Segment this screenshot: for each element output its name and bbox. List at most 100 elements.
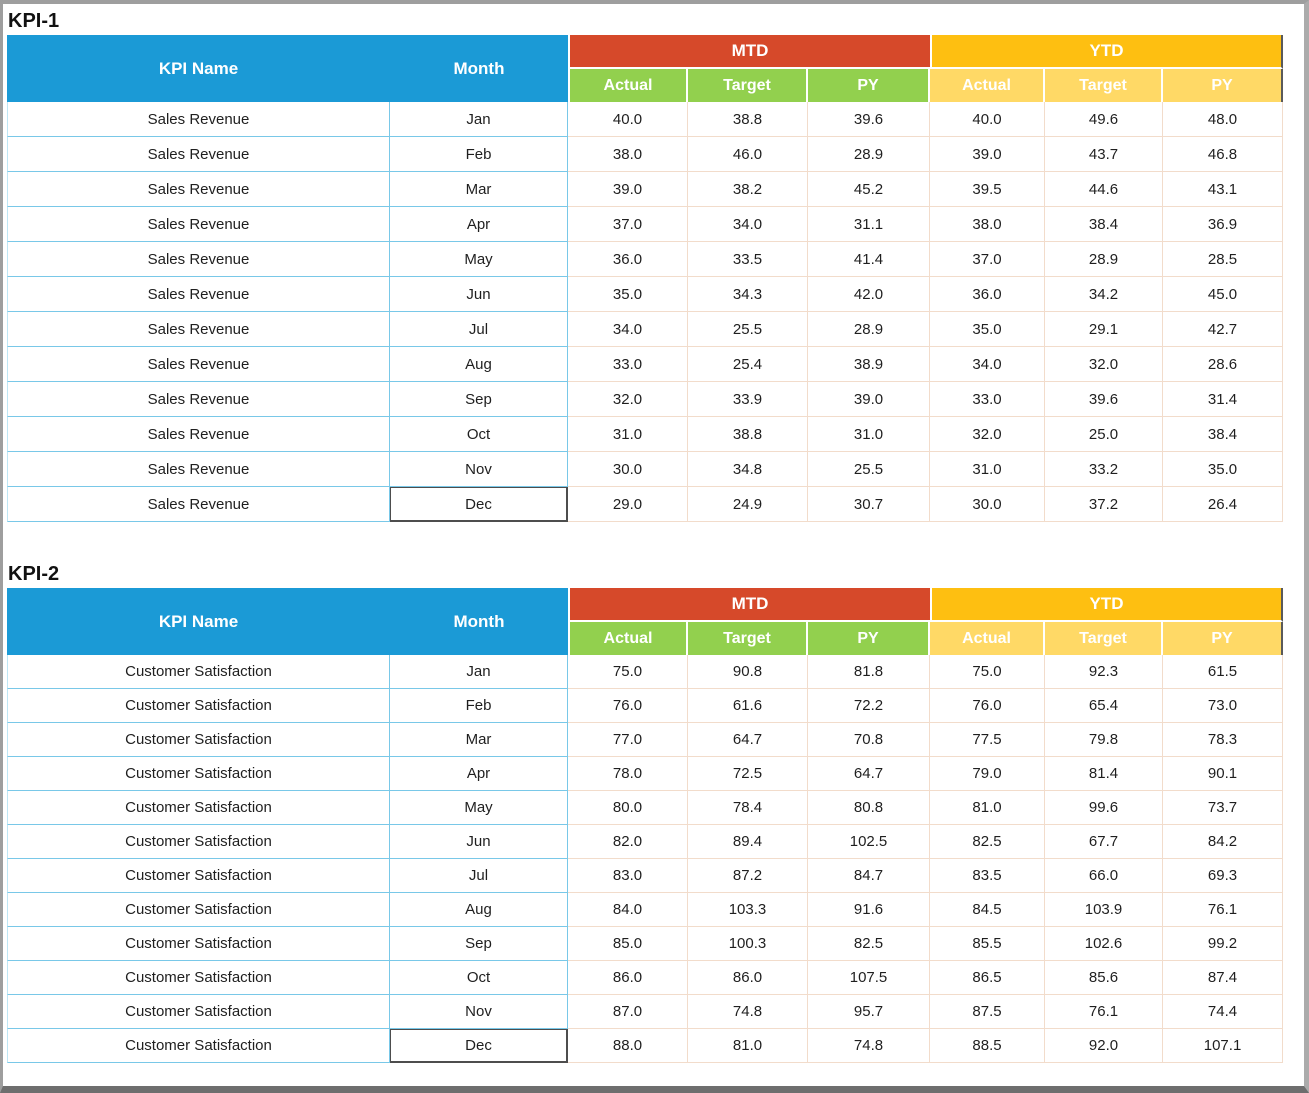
- value-cell[interactable]: 33.2: [1045, 452, 1164, 487]
- month-cell[interactable]: Dec: [390, 487, 568, 522]
- value-cell[interactable]: 43.1: [1163, 172, 1284, 207]
- value-cell[interactable]: 39.5: [930, 172, 1046, 207]
- kpi-name-cell[interactable]: Customer Satisfaction: [7, 859, 390, 893]
- mtd-target-header[interactable]: Target: [688, 622, 808, 655]
- kpi-name-header[interactable]: KPI Name: [7, 35, 390, 102]
- value-cell[interactable]: 84.2: [1163, 825, 1284, 859]
- value-cell[interactable]: 76.1: [1163, 893, 1284, 927]
- value-cell[interactable]: 31.0: [568, 417, 688, 452]
- value-cell[interactable]: 84.0: [568, 893, 688, 927]
- value-cell[interactable]: 28.9: [808, 312, 931, 347]
- ytd-target-header[interactable]: Target: [1045, 69, 1164, 102]
- value-cell[interactable]: 92.3: [1045, 655, 1164, 689]
- value-cell[interactable]: 32.0: [930, 417, 1046, 452]
- kpi-name-cell[interactable]: Sales Revenue: [7, 312, 390, 347]
- month-cell[interactable]: Nov: [390, 452, 568, 487]
- ytd-group-header[interactable]: YTD: [930, 588, 1284, 622]
- value-cell[interactable]: 99.2: [1163, 927, 1284, 961]
- value-cell[interactable]: 39.6: [1045, 382, 1164, 417]
- month-cell[interactable]: Sep: [390, 927, 568, 961]
- value-cell[interactable]: 43.7: [1045, 137, 1164, 172]
- month-cell[interactable]: Dec: [390, 1029, 568, 1063]
- mtd-group-header[interactable]: MTD: [568, 35, 931, 69]
- month-cell[interactable]: Oct: [390, 417, 568, 452]
- value-cell[interactable]: 35.0: [1163, 452, 1284, 487]
- value-cell[interactable]: 75.0: [930, 655, 1046, 689]
- value-cell[interactable]: 84.7: [808, 859, 931, 893]
- kpi-name-cell[interactable]: Customer Satisfaction: [7, 791, 390, 825]
- month-cell[interactable]: May: [390, 791, 568, 825]
- value-cell[interactable]: 35.0: [568, 277, 688, 312]
- month-cell[interactable]: Feb: [390, 137, 568, 172]
- value-cell[interactable]: 92.0: [1045, 1029, 1164, 1063]
- value-cell[interactable]: 74.8: [808, 1029, 931, 1063]
- kpi-name-cell[interactable]: Customer Satisfaction: [7, 689, 390, 723]
- month-cell[interactable]: Mar: [390, 723, 568, 757]
- value-cell[interactable]: 49.6: [1045, 102, 1164, 137]
- month-cell[interactable]: Sep: [390, 382, 568, 417]
- value-cell[interactable]: 72.2: [808, 689, 931, 723]
- value-cell[interactable]: 42.7: [1163, 312, 1284, 347]
- value-cell[interactable]: 64.7: [808, 757, 931, 791]
- month-cell[interactable]: Jan: [390, 102, 568, 137]
- value-cell[interactable]: 87.5: [930, 995, 1046, 1029]
- value-cell[interactable]: 32.0: [568, 382, 688, 417]
- value-cell[interactable]: 85.6: [1045, 961, 1164, 995]
- value-cell[interactable]: 34.3: [688, 277, 808, 312]
- value-cell[interactable]: 76.0: [930, 689, 1046, 723]
- mtd-actual-header[interactable]: Actual: [568, 69, 688, 102]
- value-cell[interactable]: 67.7: [1045, 825, 1164, 859]
- value-cell[interactable]: 69.3: [1163, 859, 1284, 893]
- value-cell[interactable]: 38.0: [930, 207, 1046, 242]
- mtd-py-header[interactable]: PY: [808, 69, 931, 102]
- value-cell[interactable]: 74.4: [1163, 995, 1284, 1029]
- month-cell[interactable]: Feb: [390, 689, 568, 723]
- value-cell[interactable]: 34.0: [688, 207, 808, 242]
- month-cell[interactable]: Jan: [390, 655, 568, 689]
- month-cell[interactable]: Aug: [390, 347, 568, 382]
- kpi-name-cell[interactable]: Sales Revenue: [7, 137, 390, 172]
- value-cell[interactable]: 78.4: [688, 791, 808, 825]
- value-cell[interactable]: 33.5: [688, 242, 808, 277]
- kpi-name-cell[interactable]: Sales Revenue: [7, 102, 390, 137]
- value-cell[interactable]: 37.2: [1045, 487, 1164, 522]
- value-cell[interactable]: 107.1: [1163, 1029, 1284, 1063]
- month-cell[interactable]: May: [390, 242, 568, 277]
- value-cell[interactable]: 28.9: [808, 137, 931, 172]
- value-cell[interactable]: 25.4: [688, 347, 808, 382]
- value-cell[interactable]: 30.7: [808, 487, 931, 522]
- month-cell[interactable]: Oct: [390, 961, 568, 995]
- value-cell[interactable]: 61.6: [688, 689, 808, 723]
- kpi-name-cell[interactable]: Customer Satisfaction: [7, 893, 390, 927]
- kpi-name-header[interactable]: KPI Name: [7, 588, 390, 655]
- value-cell[interactable]: 70.8: [808, 723, 931, 757]
- month-cell[interactable]: Mar: [390, 172, 568, 207]
- value-cell[interactable]: 87.4: [1163, 961, 1284, 995]
- value-cell[interactable]: 85.5: [930, 927, 1046, 961]
- value-cell[interactable]: 38.4: [1163, 417, 1284, 452]
- value-cell[interactable]: 102.6: [1045, 927, 1164, 961]
- month-cell[interactable]: Jul: [390, 859, 568, 893]
- value-cell[interactable]: 89.4: [688, 825, 808, 859]
- value-cell[interactable]: 77.0: [568, 723, 688, 757]
- kpi-name-cell[interactable]: Customer Satisfaction: [7, 825, 390, 859]
- value-cell[interactable]: 34.8: [688, 452, 808, 487]
- value-cell[interactable]: 25.5: [808, 452, 931, 487]
- mtd-group-header[interactable]: MTD: [568, 588, 931, 622]
- kpi-name-cell[interactable]: Customer Satisfaction: [7, 655, 390, 689]
- value-cell[interactable]: 26.4: [1163, 487, 1284, 522]
- value-cell[interactable]: 66.0: [1045, 859, 1164, 893]
- value-cell[interactable]: 45.2: [808, 172, 931, 207]
- value-cell[interactable]: 82.0: [568, 825, 688, 859]
- kpi-name-cell[interactable]: Sales Revenue: [7, 417, 390, 452]
- value-cell[interactable]: 29.0: [568, 487, 688, 522]
- value-cell[interactable]: 73.7: [1163, 791, 1284, 825]
- value-cell[interactable]: 45.0: [1163, 277, 1284, 312]
- value-cell[interactable]: 87.2: [688, 859, 808, 893]
- ytd-target-header[interactable]: Target: [1045, 622, 1164, 655]
- value-cell[interactable]: 102.5: [808, 825, 931, 859]
- value-cell[interactable]: 82.5: [808, 927, 931, 961]
- value-cell[interactable]: 36.9: [1163, 207, 1284, 242]
- ytd-actual-header[interactable]: Actual: [930, 622, 1046, 655]
- kpi-name-cell[interactable]: Sales Revenue: [7, 487, 390, 522]
